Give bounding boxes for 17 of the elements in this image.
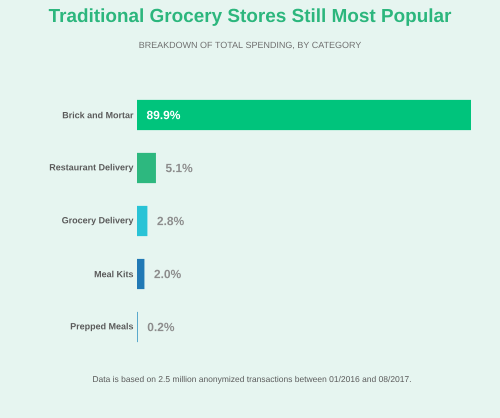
data-label: 0.2%: [148, 322, 174, 332]
text: Data is based on 2.5 million anonymized transactions between 01/2016 and 08/2017.: [93, 376, 411, 384]
y-tick-label: Prepped Meals: [70, 322, 134, 332]
bar: [137, 100, 471, 130]
data-label: 2.0%: [154, 270, 181, 278]
y-tick-label: Grocery Delivery: [62, 216, 134, 226]
y-tick-label: Meal Kits: [94, 270, 134, 278]
data-label: 2.8%: [157, 216, 184, 226]
data-label: 5.1%: [166, 164, 192, 172]
bar: [137, 258, 144, 290]
y-tick-label: Restaurant Delivery: [50, 164, 134, 172]
data-label: 89.9%: [146, 110, 180, 120]
chart-subtitle: BREAKDOWN OF TOTAL SPENDING, BY CATEGORY: [139, 42, 362, 50]
bar: [137, 206, 148, 236]
bar: [137, 152, 156, 184]
chart-title: Traditional Grocery Stores Still Most Popular: [48, 8, 452, 26]
y-tick-label: Brick and Mortar: [62, 112, 134, 118]
